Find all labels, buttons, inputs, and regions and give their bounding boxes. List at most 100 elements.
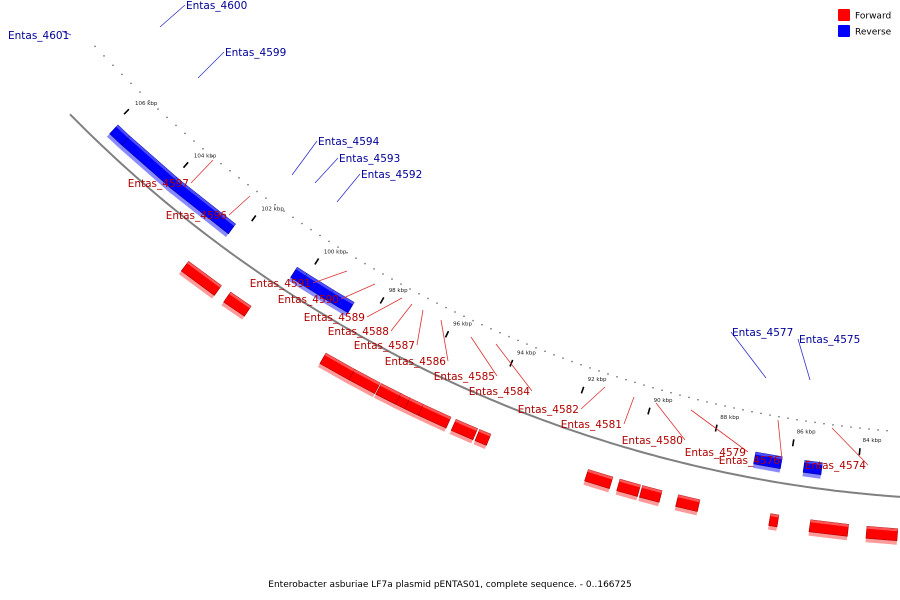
gene-feature-entas-4600[interactable] [118,135,183,194]
gene-shadow [325,300,348,317]
gene-feature-entas-4580[interactable] [638,485,663,507]
gene-feature-entas-4601[interactable] [106,124,131,148]
track-dot [391,278,393,280]
track-dot [94,45,96,48]
gene-label-entas-4576[interactable]: Entas_4576 [719,455,781,467]
gene-label-entas-4588[interactable]: Entas_4588 [328,326,389,338]
gene-body [326,289,355,314]
gene-highlight [641,485,663,494]
track-dot [724,405,726,407]
track-dot [796,419,798,421]
gene-feature-entas-4579[interactable] [674,494,701,516]
gene-label-entas-4579[interactable]: Entas_4579 [685,447,746,459]
scale-tick [123,108,130,115]
gene-label-entas-4589[interactable]: Entas_4589 [304,312,365,324]
gene-feature-entas-4586[interactable] [416,404,452,432]
track-dot [562,357,564,359]
gene-label-entas-4594[interactable]: Entas_4594 [318,136,380,148]
scale-tick-label: 94 kbp [517,350,536,356]
track-dot [751,411,753,413]
track-dot [778,416,780,418]
scale-tick-label: 98 kbp [389,288,408,294]
scale-tick [647,407,651,415]
gene-label-entas-4580[interactable]: Entas_4580 [622,435,683,447]
gene-feature-entas-4589[interactable] [373,383,403,409]
label-leader [655,402,686,441]
gene-label-entas-4596[interactable]: Entas_4596 [166,210,228,222]
track-dot [868,428,870,430]
gene-feature-entas-4596[interactable] [221,291,252,320]
gene-highlight [770,513,779,518]
gene-shadow [393,404,405,413]
gene-feature-entas-4576[interactable] [768,513,780,531]
label-leaders [61,4,869,466]
gene-label-entas-4575[interactable]: Entas_4575 [799,334,860,346]
track-dot [292,216,294,219]
label-leader [314,157,339,184]
label-leader [580,386,606,410]
gene-label-entas-4597[interactable]: Entas_4597 [128,178,189,190]
gene-shadow [583,480,610,493]
gene-shadow [638,497,660,507]
scale-tick-label: 104 kbp [194,154,217,160]
gene-feature-entas-4585[interactable] [449,419,478,444]
gene-label-entas-4600[interactable]: Entas_4600 [186,0,247,12]
gene-highlight [324,353,356,373]
gene-feature-entas-4584[interactable] [473,429,492,450]
gene-label-entas-4587[interactable]: Entas_4587 [354,340,415,352]
track-dot [157,108,159,110]
gene-label-entas-4577[interactable]: Entas_4577 [732,327,793,339]
gene-body [223,291,252,317]
label-leader [797,338,811,381]
gene-label-entas-4590[interactable]: Entas_4590 [278,294,339,306]
gene-feature-entas-4575[interactable] [802,460,823,479]
gene-feature-entas-4574b[interactable] [865,525,899,545]
gene-label-entas-4591[interactable]: Entas_4591 [250,278,311,290]
scale-tick [714,424,718,432]
gene-highlight [478,429,491,437]
gene-feature-entas-4591[interactable] [317,352,357,384]
track-dot [256,190,258,193]
track-dot [616,376,618,378]
gene-feature-entas-4593[interactable] [298,273,334,304]
gene-feature-entas-4590[interactable] [346,368,381,398]
gene-shadow [221,302,245,320]
track-dot [508,335,510,338]
track-dot [544,350,546,352]
gene-label-entas-4581[interactable]: Entas_4581 [561,419,622,431]
scale-tick [314,258,320,265]
gene-label-entas-4582[interactable]: Entas_4582 [518,404,579,416]
track-dot [805,420,807,422]
gene-label-entas-4593[interactable]: Entas_4593 [339,153,400,165]
gene-feature-entas-4587[interactable] [402,397,424,419]
gene-feature-entas-4592[interactable] [325,289,355,317]
gene-feature-entas-4574[interactable] [808,519,849,541]
track-dot [877,429,879,431]
gene-label-entas-4586[interactable]: Entas_4586 [385,356,447,368]
scale-tick-label: 86 kbp [797,430,816,436]
label-leader [495,343,533,392]
gene-feature-entas-4582[interactable] [583,469,614,493]
track-dot [238,177,240,179]
gene-shadow [768,525,777,531]
gene-label-entas-4592[interactable]: Entas_4592 [361,169,422,181]
gene-feature-entas-4594[interactable] [288,266,308,288]
scale-tick-label: 106 kbp [135,101,158,107]
track-dot [166,116,168,119]
scale-tick [509,359,514,367]
label-leader [366,297,403,318]
label-leader [690,409,749,453]
gene-feature-entas-4577[interactable] [752,451,783,473]
gene-label-entas-4601[interactable]: Entas_4601 [8,30,69,42]
gene-label-entas-4585[interactable]: Entas_4585 [434,371,495,383]
track-dot [715,403,717,405]
gene-feature-entas-4597[interactable] [178,260,222,299]
track-dot [814,421,816,424]
track-dot [319,234,321,237]
track-dot [400,283,402,285]
gene-label-entas-4584[interactable]: Entas_4584 [469,386,531,398]
gene-feature-entas-4581[interactable] [615,478,641,501]
gene-feature-entas-4599[interactable] [166,177,236,237]
gene-label-entas-4574[interactable]: Entas_4574 [805,460,867,472]
gene-label-entas-4599[interactable]: Entas_4599 [225,47,286,59]
